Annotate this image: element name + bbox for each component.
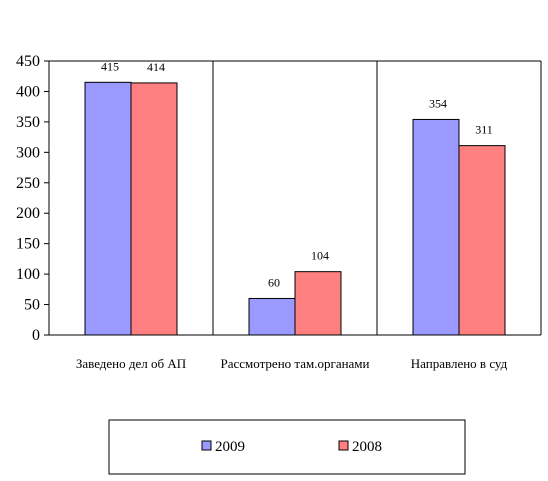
- legend: 2009 2008: [108, 419, 466, 475]
- legend-swatch-2008: [338, 440, 349, 451]
- data-label: 354: [429, 96, 447, 110]
- x-category-label: Направлено в суд: [411, 356, 508, 371]
- y-tick-label: 0: [32, 327, 40, 344]
- legend-label: 2009: [215, 439, 245, 455]
- y-tick-label: 350: [16, 114, 40, 131]
- bar-2008: [130, 82, 178, 336]
- legend-swatch-2009: [201, 440, 212, 451]
- data-label: 414: [147, 60, 165, 74]
- y-tick-label: 200: [16, 205, 40, 222]
- x-category-label: Рассмотрено там.органами: [220, 356, 369, 371]
- legend-label: 2008: [352, 439, 382, 455]
- y-tick-label: 400: [16, 83, 40, 100]
- legend-box: [108, 419, 466, 475]
- bar-2009: [412, 118, 460, 336]
- y-tick-label: 50: [24, 297, 40, 314]
- bar-2009: [84, 81, 132, 336]
- data-label: 311: [475, 123, 493, 137]
- x-category-label: Заведено дел об АП: [76, 356, 186, 371]
- bar-2008: [294, 271, 342, 336]
- plot-area: 0 50 100 150 200 250 300 350 400 450 415 414 Заведен…: [16, 53, 542, 371]
- y-tick-label: 150: [16, 236, 40, 253]
- data-label: 60: [268, 275, 280, 289]
- bar-2008: [458, 145, 506, 336]
- y-tick-label: 450: [16, 53, 40, 70]
- data-label: 104: [311, 249, 329, 263]
- y-tick-label: 300: [16, 144, 40, 161]
- y-tick-label: 250: [16, 175, 40, 192]
- y-tick-label: 100: [16, 266, 40, 283]
- data-label: 415: [101, 59, 119, 73]
- bar-2009: [248, 297, 296, 336]
